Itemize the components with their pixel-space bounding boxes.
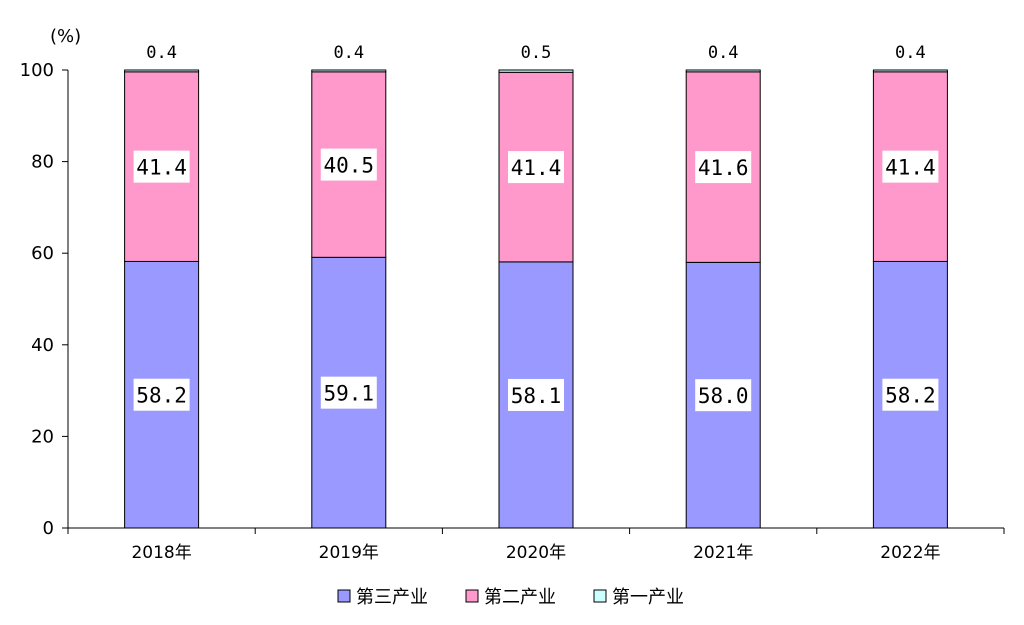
x-tick-label: 2019年 — [319, 543, 379, 563]
bar-segment — [124, 69, 200, 73]
x-tick-label: 2021年 — [693, 543, 753, 563]
x-tick-label: 2020年 — [506, 543, 566, 563]
legend: 第三产业 第二产业 第一产业 — [337, 587, 684, 608]
y-tick-label: 0 — [43, 518, 54, 539]
data-label-box — [133, 378, 190, 411]
legend-label: 第三产业 — [356, 587, 428, 608]
data-label: 40.5 — [324, 154, 375, 178]
data-label: 59.1 — [324, 382, 375, 406]
bar-segment — [685, 69, 761, 73]
bar-segment — [872, 69, 948, 73]
y-tick-label: 80 — [31, 152, 54, 173]
data-label-box — [882, 150, 939, 183]
y-tick-label: 40 — [31, 335, 54, 356]
data-label-top: 0.4 — [895, 43, 926, 63]
y-tick-label: 60 — [31, 243, 54, 264]
data-label: 41.4 — [136, 156, 187, 180]
data-label-top: 0.4 — [146, 43, 177, 63]
data-label-box — [133, 150, 190, 183]
legend-swatch — [465, 589, 479, 603]
data-label-top: 0.4 — [708, 43, 739, 63]
data-label: 41.6 — [698, 156, 749, 180]
data-label-box — [508, 151, 564, 184]
data-label-top: 0.4 — [333, 43, 364, 63]
data-label-box — [695, 151, 752, 184]
data-label: 58.2 — [885, 384, 936, 408]
data-label-box — [320, 148, 377, 181]
data-label: 58.0 — [698, 384, 749, 408]
y-tick-label: 100 — [20, 60, 54, 81]
legend-swatch — [337, 589, 351, 603]
x-tick-label: 2018年 — [131, 543, 191, 563]
bar-segment — [311, 69, 387, 73]
legend-label: 第一产业 — [612, 587, 684, 608]
data-label-box — [320, 376, 377, 409]
bar-segment — [498, 69, 574, 73]
data-label: 41.4 — [885, 156, 936, 180]
legend-label: 第二产业 — [484, 587, 556, 608]
y-axis-unit-label: (%) — [50, 26, 81, 47]
data-label-box — [508, 378, 564, 411]
legend-swatch — [593, 589, 607, 603]
data-label: 41.4 — [511, 156, 562, 180]
data-label: 58.2 — [136, 384, 187, 408]
data-label-top: 0.5 — [521, 43, 552, 63]
x-tick-label: 2022年 — [880, 543, 940, 563]
data-label-box — [695, 379, 752, 412]
data-label: 58.1 — [511, 384, 562, 408]
data-label-box — [882, 378, 939, 411]
y-tick-label: 20 — [31, 426, 54, 447]
